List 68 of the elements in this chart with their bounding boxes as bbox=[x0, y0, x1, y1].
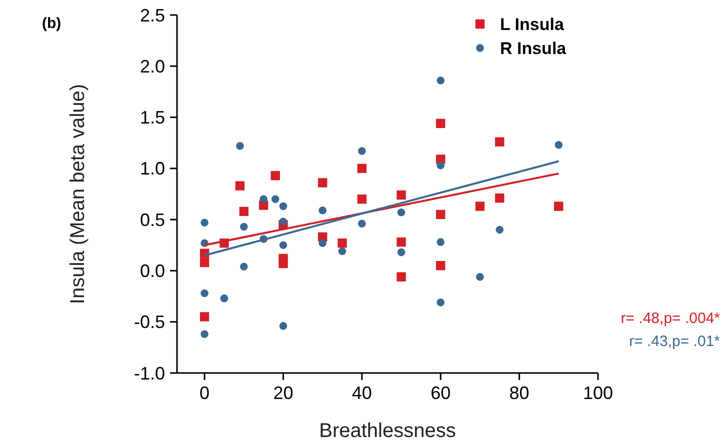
x-tick-label: 20 bbox=[273, 383, 294, 403]
point bbox=[436, 238, 445, 246]
point bbox=[396, 237, 406, 247]
point bbox=[436, 298, 445, 306]
y-tick-label: 1.5 bbox=[140, 108, 165, 128]
point bbox=[200, 289, 208, 298]
point bbox=[495, 193, 504, 203]
y-tick-label: -1.0 bbox=[134, 363, 165, 384]
point bbox=[476, 272, 484, 281]
point bbox=[260, 195, 268, 204]
point bbox=[357, 164, 367, 174]
x-tick-label: 100 bbox=[582, 383, 614, 403]
x-axis-title: Breathlessness bbox=[319, 420, 456, 442]
y-axis-title: Insula (Mean beta value) bbox=[67, 84, 89, 304]
point bbox=[235, 181, 245, 190]
point bbox=[279, 218, 288, 226]
point bbox=[436, 76, 445, 84]
point bbox=[358, 147, 366, 155]
point bbox=[495, 137, 504, 146]
point bbox=[318, 178, 328, 188]
x-tick-label: 60 bbox=[430, 383, 451, 403]
point bbox=[240, 222, 248, 231]
x-tick-label: 80 bbox=[509, 383, 530, 403]
point bbox=[396, 272, 406, 282]
x-tick-label: 40 bbox=[352, 383, 372, 403]
point bbox=[554, 141, 563, 149]
point bbox=[436, 118, 446, 128]
point bbox=[318, 239, 326, 247]
point bbox=[436, 210, 446, 220]
point bbox=[279, 322, 288, 330]
point bbox=[436, 261, 446, 270]
y-tick-label: 0.0 bbox=[140, 261, 165, 282]
legend-label: R Insula bbox=[500, 38, 567, 58]
text: r= .48,p= .004* bbox=[620, 310, 720, 327]
y-tick-label: -0.5 bbox=[134, 312, 165, 332]
point bbox=[270, 170, 280, 180]
point bbox=[220, 294, 228, 302]
point bbox=[278, 258, 288, 268]
x-tick-label: 0 bbox=[200, 383, 210, 403]
legend-label: L Insula bbox=[500, 14, 564, 34]
point bbox=[240, 262, 248, 271]
point bbox=[239, 206, 248, 216]
point bbox=[554, 202, 564, 211]
point bbox=[436, 161, 445, 170]
point bbox=[397, 248, 406, 256]
point bbox=[475, 202, 485, 211]
y-tick-label: 1.0 bbox=[140, 158, 165, 179]
point bbox=[357, 194, 367, 204]
point bbox=[200, 330, 208, 338]
text: (b) bbox=[42, 15, 62, 32]
y-tick-label: 2.5 bbox=[140, 5, 165, 26]
point bbox=[236, 142, 244, 150]
point bbox=[271, 195, 280, 204]
point bbox=[200, 218, 208, 227]
point bbox=[396, 190, 406, 200]
y-tick-label: 2.0 bbox=[140, 56, 165, 76]
point bbox=[358, 220, 366, 228]
point bbox=[397, 208, 406, 216]
point bbox=[279, 202, 288, 210]
point bbox=[496, 226, 504, 234]
y-tick-label: 0.5 bbox=[140, 210, 165, 230]
point bbox=[338, 238, 347, 248]
point bbox=[200, 312, 210, 322]
point bbox=[279, 241, 288, 250]
point bbox=[200, 258, 210, 268]
point bbox=[318, 206, 326, 214]
text: r= .43,p= .01* bbox=[629, 333, 720, 350]
point bbox=[338, 247, 346, 256]
